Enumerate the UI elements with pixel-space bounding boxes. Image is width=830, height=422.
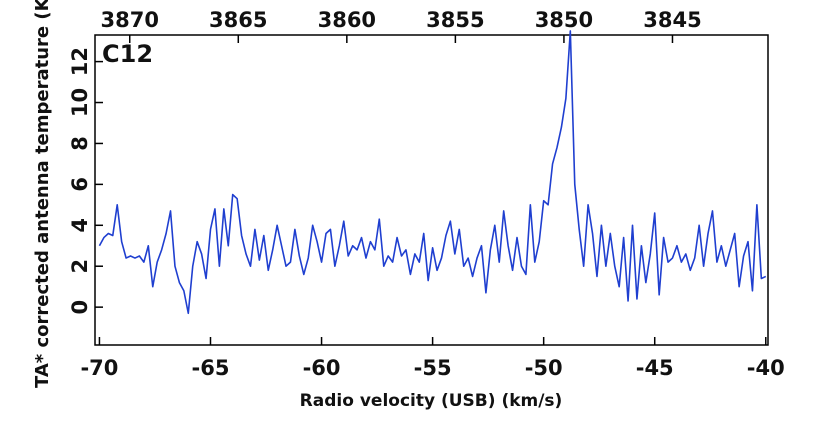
x-tick-label: -50 (525, 356, 563, 380)
x-tick-label: -65 (192, 356, 230, 380)
x2-tick-label: 3860 (318, 8, 376, 32)
x2-tick-label: 3855 (426, 8, 484, 32)
y-axis-label: TA* corrected antenna temperature (K) (32, 0, 53, 388)
y-tick-label: 0 (68, 300, 92, 315)
y-tick-label: 12 (68, 47, 92, 76)
x2-tick-label: 3870 (101, 8, 159, 32)
x2-tick-label: 3850 (535, 8, 593, 32)
x-tick-label: -70 (80, 356, 118, 380)
y-tick-label: 4 (68, 218, 92, 233)
plot-frame (94, 34, 769, 346)
spectrum-line (98, 30, 767, 315)
annotation: C12 (102, 40, 153, 68)
y-tick-label: 10 (68, 88, 92, 117)
x-tick-label: -60 (303, 356, 341, 380)
x2-tick-label: 3845 (643, 8, 701, 32)
x-axis-label: Radio velocity (USB) (km/s) (300, 391, 563, 411)
y-tick-label: 8 (68, 136, 92, 151)
x2-tick-label: 3865 (209, 8, 267, 32)
x-tick-label: -45 (636, 356, 674, 380)
y-tick-label: 6 (68, 177, 92, 192)
x-tick-label: -55 (414, 356, 452, 380)
y-tick-label: 2 (68, 259, 92, 274)
x-tick-label: -40 (747, 356, 785, 380)
